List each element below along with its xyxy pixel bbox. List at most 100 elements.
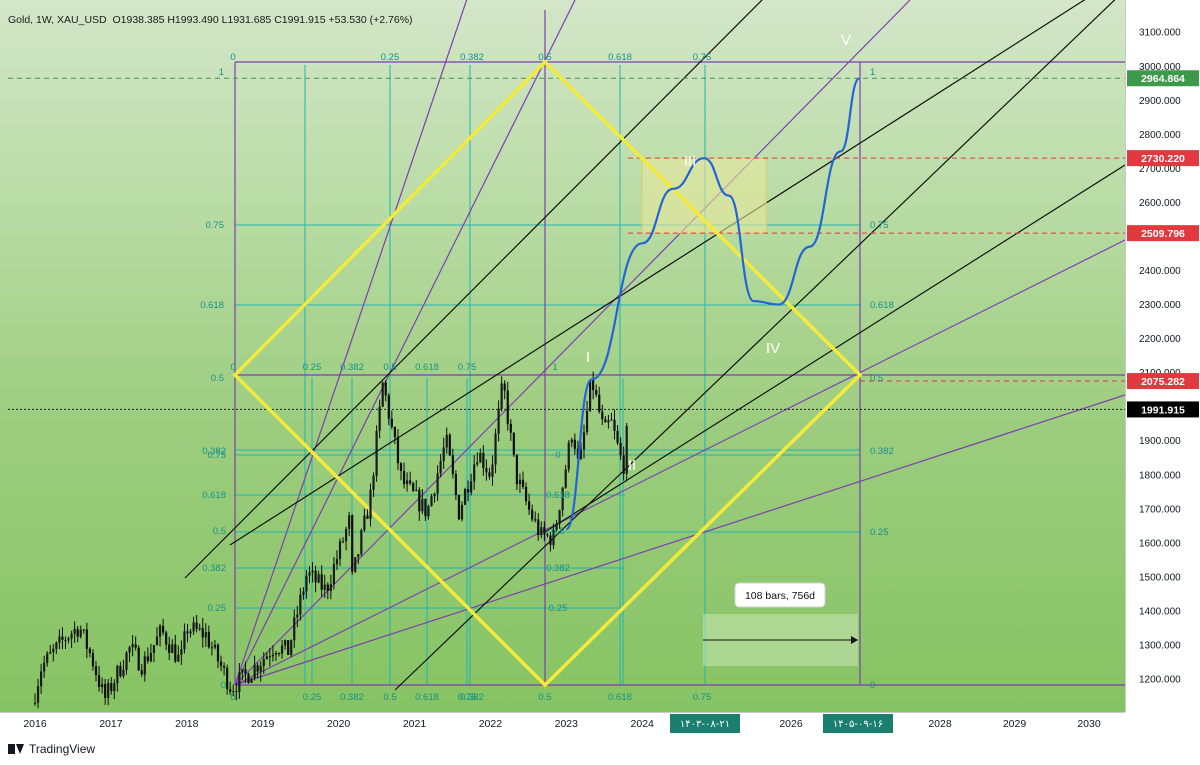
candle-body-184 [595, 390, 598, 395]
trend-channel [184, 0, 1125, 691]
candle-body-167 [543, 527, 546, 535]
tradingview-logo-icon [8, 744, 24, 754]
candle-body-174 [564, 469, 567, 488]
fib-label-lower-left-3: 0.5 [213, 526, 226, 537]
channel-line-0 [184, 0, 763, 579]
candle-body-116 [387, 395, 390, 419]
candle-body-121 [402, 470, 406, 485]
gann-diamond-shape [232, 59, 863, 688]
candle-body-32 [131, 644, 134, 648]
candle-body-110 [369, 489, 372, 519]
time-tick-0: 2016 [23, 718, 47, 730]
price-tick-0: 3100.000 [1139, 28, 1181, 39]
price-badge-0 [1127, 70, 1199, 87]
price-tick-5: 2600.000 [1139, 198, 1181, 209]
candle-body-118 [393, 426, 396, 438]
candle-body-63 [226, 667, 229, 690]
fib-label-lower-bottom-right-1: 0.618 [608, 692, 632, 703]
time-tick-9: 2026 [779, 718, 803, 730]
candle-body-60 [216, 644, 220, 662]
candle-body-48 [180, 649, 183, 655]
candle-body-131 [433, 493, 436, 497]
candle-body-65 [232, 691, 235, 693]
candle-body-95 [323, 584, 326, 590]
symbol-header: Gold, 1W, XAU_USD O1938.385 H1993.490 L1… [8, 14, 413, 26]
fan-line-4 [234, 394, 1125, 686]
time-tick-10: 2028 [928, 718, 952, 730]
candle-body-72 [253, 665, 256, 679]
price-badge-text-0: 2964.864 [1141, 73, 1185, 85]
price-tick-1: 3000.000 [1139, 62, 1181, 73]
candle-body-42 [162, 625, 165, 633]
candle-body-108 [363, 515, 366, 531]
candle-body-148 [485, 468, 488, 473]
candle-body-138 [454, 474, 457, 496]
candle-body-91 [311, 570, 314, 573]
candle-body-100 [338, 541, 342, 560]
time-tick-2: 2018 [175, 718, 199, 730]
candle-body-31 [128, 647, 131, 653]
candle-body-104 [351, 515, 354, 572]
candle-body-189 [610, 419, 613, 421]
candle-body-151 [494, 433, 497, 465]
fib-label-lower-left-2: 0.618 [202, 490, 226, 501]
date-badge-text-0: ۱۴۰۳-۰۸-۲۱ [680, 719, 730, 730]
candle-body-27 [116, 665, 119, 684]
candle-body-29 [122, 669, 125, 677]
price-badge-1 [1127, 150, 1199, 167]
candle-body-136 [448, 434, 451, 456]
candle-body-194 [625, 426, 628, 474]
candle-body-179 [579, 449, 583, 459]
fib-label-inner-right-1: 0.618 [546, 490, 570, 501]
candle-body-23 [104, 684, 107, 698]
candle-body-45 [171, 644, 174, 653]
candle-body-62 [223, 666, 226, 668]
candle-body-117 [390, 418, 393, 427]
candle-body-123 [409, 480, 412, 484]
chart-canvas[interactable]: 0 0.25 0.382 0.5 0.618 0.75 1 0.75 0.618 0.5 0.382… [0, 0, 1125, 712]
wave-label-2: III [684, 153, 697, 170]
time-tick-5: 2021 [403, 718, 427, 730]
candle-body-112 [375, 430, 378, 476]
candle-body-166 [540, 527, 543, 536]
price-scale[interactable]: 3100.000 3000.000 2900.000 2800.000 2700.000… [1125, 0, 1200, 712]
candle-body-11 [67, 638, 70, 641]
candle-body-5 [49, 652, 52, 654]
candle-body-145 [476, 462, 479, 465]
candle-body-83 [287, 640, 290, 655]
candle-body-101 [341, 541, 345, 543]
candle-body-80 [277, 652, 281, 654]
fib-label-upper-top-1: 0.25 [381, 52, 400, 63]
fib-label-lower-left-0: 0.382 [202, 446, 226, 457]
candle-body-81 [280, 645, 284, 654]
candle-body-169 [549, 535, 552, 546]
candle-body-149 [488, 472, 491, 477]
chart-area[interactable] [0, 0, 1125, 712]
time-tick-4: 2020 [327, 718, 351, 730]
price-tick-19: 1200.000 [1139, 675, 1181, 686]
candle-body-1 [36, 686, 40, 703]
tradingview-brand[interactable]: TradingView [8, 742, 95, 756]
candle-body-144 [473, 464, 476, 482]
candle-body-188 [607, 420, 610, 423]
candle-body-190 [613, 419, 616, 431]
price-badge-text-3: 2075.282 [1141, 376, 1185, 388]
candle-body-139 [457, 495, 461, 520]
fib-label-lower-bottom-1: 0.25 [303, 692, 322, 703]
candle-body-128 [424, 498, 427, 517]
candle-body-12 [70, 633, 73, 639]
candle-body-3 [43, 662, 46, 672]
fib-label-upper-left-0: 1 [219, 67, 224, 78]
candle-body-98 [332, 564, 335, 585]
fib-label-lower-bottom-0: 0 [230, 692, 235, 703]
time-scale[interactable]: 2016 2017 2018 2019 2020 2021 2022 2023 2024 2026… [0, 712, 1125, 735]
candle-body-185 [598, 394, 601, 412]
footer: TradingView [0, 734, 1200, 765]
fib-label-upper-left-1: 0.75 [206, 220, 225, 231]
candle-body-109 [366, 515, 369, 519]
candle-body-94 [320, 574, 323, 590]
wave-label-3: IV [766, 340, 780, 357]
candle-body-97 [329, 584, 332, 592]
time-tick-1: 2017 [99, 718, 123, 730]
candle-body-111 [372, 475, 375, 490]
